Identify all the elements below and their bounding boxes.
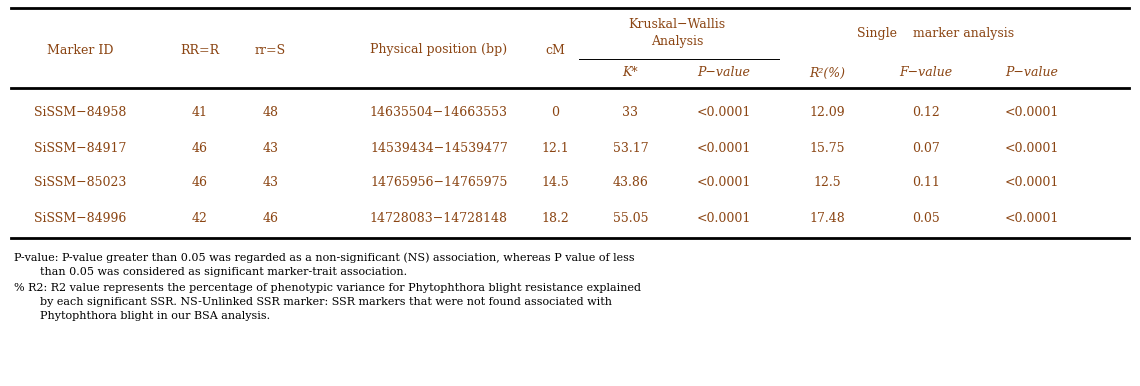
Text: 33: 33	[622, 107, 638, 120]
Text: SiSSM−85023: SiSSM−85023	[33, 176, 127, 190]
Text: 0.05: 0.05	[912, 212, 939, 225]
Text: P−value: P−value	[1005, 66, 1058, 80]
Text: Phytophthora blight in our BSA analysis.: Phytophthora blight in our BSA analysis.	[40, 311, 270, 321]
Text: Single    marker analysis: Single marker analysis	[857, 27, 1013, 39]
Text: 17.48: 17.48	[809, 212, 846, 225]
Text: <0.0001: <0.0001	[1004, 212, 1059, 225]
Text: 43: 43	[262, 176, 278, 190]
Text: Analysis: Analysis	[651, 36, 703, 49]
Text: 14728083−14728148: 14728083−14728148	[369, 212, 508, 225]
Text: 0.07: 0.07	[912, 142, 939, 154]
Text: SiSSM−84958: SiSSM−84958	[33, 107, 127, 120]
Text: <0.0001: <0.0001	[697, 107, 751, 120]
Text: 12.5: 12.5	[814, 176, 841, 190]
Text: P−value: P−value	[698, 66, 750, 80]
Text: 14539434−14539477: 14539434−14539477	[370, 142, 507, 154]
Text: 0: 0	[551, 107, 560, 120]
Text: 0.11: 0.11	[912, 176, 939, 190]
Text: 14765956−14765975: 14765956−14765975	[370, 176, 507, 190]
Text: 55.05: 55.05	[612, 212, 649, 225]
Text: 43: 43	[262, 142, 278, 154]
Text: SiSSM−84996: SiSSM−84996	[33, 212, 127, 225]
Text: 15.75: 15.75	[809, 142, 846, 154]
Text: 14635504−14663553: 14635504−14663553	[369, 107, 508, 120]
Text: 12.1: 12.1	[542, 142, 569, 154]
Text: 0.12: 0.12	[912, 107, 939, 120]
Text: by each significant SSR. NS-Unlinked SSR marker: SSR markers that were not found: by each significant SSR. NS-Unlinked SSR…	[40, 297, 612, 307]
Text: 41: 41	[192, 107, 207, 120]
Text: than 0.05 was considered as significant marker-trait association.: than 0.05 was considered as significant …	[40, 267, 407, 277]
Text: 46: 46	[192, 142, 207, 154]
Text: K*: K*	[622, 66, 638, 80]
Text: F−value: F−value	[899, 66, 952, 80]
Text: rr=S: rr=S	[254, 44, 286, 56]
Text: <0.0001: <0.0001	[1004, 142, 1059, 154]
Text: <0.0001: <0.0001	[697, 142, 751, 154]
Text: 46: 46	[192, 176, 207, 190]
Text: Physical position (bp): Physical position (bp)	[370, 44, 507, 56]
Text: <0.0001: <0.0001	[697, 212, 751, 225]
Text: 48: 48	[262, 107, 278, 120]
Text: cM: cM	[545, 44, 565, 56]
Text: 43.86: 43.86	[612, 176, 649, 190]
Text: R²(%): R²(%)	[809, 66, 846, 80]
Text: Marker ID: Marker ID	[47, 44, 113, 56]
Text: % R2: R2 value represents the percentage of phenotypic variance for Phytophthora: % R2: R2 value represents the percentage…	[14, 283, 641, 293]
Text: <0.0001: <0.0001	[697, 176, 751, 190]
Text: 46: 46	[262, 212, 278, 225]
Text: <0.0001: <0.0001	[1004, 107, 1059, 120]
Text: Kruskal−Wallis: Kruskal−Wallis	[628, 17, 726, 30]
Text: 53.17: 53.17	[612, 142, 649, 154]
Text: RR=R: RR=R	[180, 44, 219, 56]
Text: 18.2: 18.2	[542, 212, 569, 225]
Text: 12.09: 12.09	[809, 107, 846, 120]
Text: SiSSM−84917: SiSSM−84917	[33, 142, 127, 154]
Text: 42: 42	[192, 212, 207, 225]
Text: <0.0001: <0.0001	[1004, 176, 1059, 190]
Text: P-value: P-value greater than 0.05 was regarded as a non-significant (NS) associ: P-value: P-value greater than 0.05 was r…	[14, 253, 634, 263]
Text: 14.5: 14.5	[542, 176, 569, 190]
